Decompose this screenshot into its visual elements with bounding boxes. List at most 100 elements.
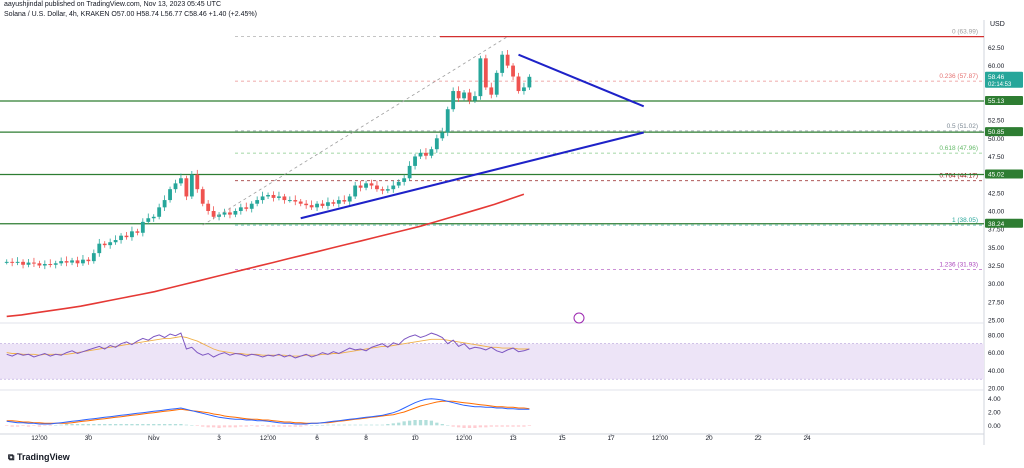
macd-histogram-bar: [222, 425, 227, 428]
macd-histogram-bar: [418, 420, 423, 426]
candle-body: [189, 174, 194, 197]
macd-histogram-bar: [244, 425, 248, 427]
macd-histogram-bar: [37, 425, 42, 427]
macd-histogram-bar: [495, 425, 499, 427]
macd-histogram-bar: [304, 425, 308, 426]
rsi-tick-label: 80.00: [988, 332, 1005, 339]
price-badge-label: 38.24: [988, 221, 1005, 228]
macd-histogram-bar: [190, 425, 194, 426]
candle-body: [375, 185, 379, 190]
candle-body: [32, 262, 36, 264]
macd-histogram-bar: [473, 425, 477, 428]
candle-body: [140, 221, 145, 233]
fib-level-label: 0.5 (51.02): [947, 123, 978, 130]
macd-histogram-bar: [211, 425, 216, 428]
fib-level-label: 0.764 (44.17): [939, 173, 978, 180]
candle-body: [336, 200, 341, 204]
macd-histogram-bar: [288, 425, 292, 427]
macd-histogram-bar: [15, 425, 20, 427]
macd-histogram-bar: [43, 425, 47, 426]
candle-body: [402, 178, 407, 182]
macd-histogram-bar: [424, 420, 428, 426]
macd-histogram-bar: [451, 425, 455, 427]
macd-histogram-bar: [81, 424, 85, 426]
macd-histogram-bar: [429, 420, 434, 426]
macd-histogram-bar: [271, 425, 276, 427]
macd-histogram-bar: [478, 425, 483, 428]
candle-body: [494, 72, 499, 95]
candle-body: [440, 132, 445, 139]
candle-body: [483, 58, 488, 88]
macd-histogram-bar: [26, 425, 31, 427]
macd-histogram-bar: [353, 424, 357, 426]
candle-body: [228, 212, 232, 215]
rsi-tick-label: 60.00: [988, 350, 1005, 357]
candle-body: [102, 243, 107, 246]
time-tick-label: 24: [803, 435, 811, 442]
macd-histogram-bar: [48, 425, 52, 426]
candle-body: [456, 91, 461, 99]
candle-body: [42, 264, 47, 266]
candle-body: [162, 200, 167, 208]
macd-histogram-bar: [522, 425, 526, 427]
candle-body: [168, 189, 172, 201]
candle-body: [206, 203, 211, 211]
price-tick-label: 42.50: [988, 190, 1005, 197]
candle-body: [37, 263, 42, 266]
candle-body: [119, 235, 123, 241]
candle-body: [211, 210, 216, 217]
time-tick-label: 30: [85, 435, 93, 442]
candle-body: [113, 240, 118, 243]
moving-average-line: [6, 193, 525, 318]
candle-body: [277, 196, 281, 198]
candle-body: [48, 264, 53, 266]
candle-body: [244, 207, 249, 209]
candle-body: [511, 65, 515, 77]
candle-body: [522, 87, 526, 92]
macd-histogram-bar: [54, 425, 58, 426]
candle-body: [75, 260, 80, 264]
candle-body: [347, 196, 352, 202]
candle-body: [287, 200, 292, 202]
candle-body: [266, 194, 270, 197]
candle-body: [86, 259, 91, 262]
macd-histogram-bar: [239, 425, 243, 427]
macd-histogram-bar: [348, 424, 352, 426]
macd-histogram-bar: [135, 424, 140, 426]
macd-histogram-bar: [168, 424, 172, 426]
macd-histogram-bar: [413, 420, 417, 426]
macd-histogram-bar: [201, 425, 205, 427]
price-tick-label: 30.00: [988, 281, 1005, 288]
macd-histogram-bar: [32, 425, 36, 426]
price-tick-label: 52.50: [988, 118, 1005, 125]
macd-histogram-bar: [500, 425, 504, 427]
rsi-band: [0, 343, 984, 380]
macd-histogram-bar: [92, 424, 96, 426]
macd-histogram-bar: [97, 424, 101, 426]
currency-label: USD: [990, 21, 1005, 28]
time-tick-label: 12:00: [456, 435, 473, 442]
fib-level-label: 1 (38.05): [952, 217, 978, 224]
macd-histogram-bar: [462, 425, 466, 428]
candle-body: [451, 91, 456, 110]
candle-body: [527, 76, 532, 88]
candle-body: [108, 242, 113, 246]
time-tick-label: 12:00: [31, 435, 48, 442]
macd-signal-line: [6, 400, 530, 424]
candle-body: [467, 92, 472, 101]
macd-histogram-bar: [299, 425, 303, 427]
candle-body: [271, 194, 276, 198]
macd-histogram-bar: [233, 425, 238, 428]
candle-body: [407, 165, 412, 179]
macd-histogram-bar: [364, 424, 368, 426]
price-tick-label: 25.00: [988, 318, 1005, 325]
macd-histogram-bar: [391, 423, 395, 426]
price-tick-label: 40.00: [988, 208, 1005, 215]
candle-body: [385, 189, 390, 191]
macd-tick-label: 0.00: [988, 423, 1001, 430]
candle-body: [151, 216, 156, 219]
price-badge: [985, 71, 1023, 88]
bullish-trendline: [300, 131, 644, 220]
published-line: aayushjindal published on TradingView.co…: [4, 1, 222, 8]
